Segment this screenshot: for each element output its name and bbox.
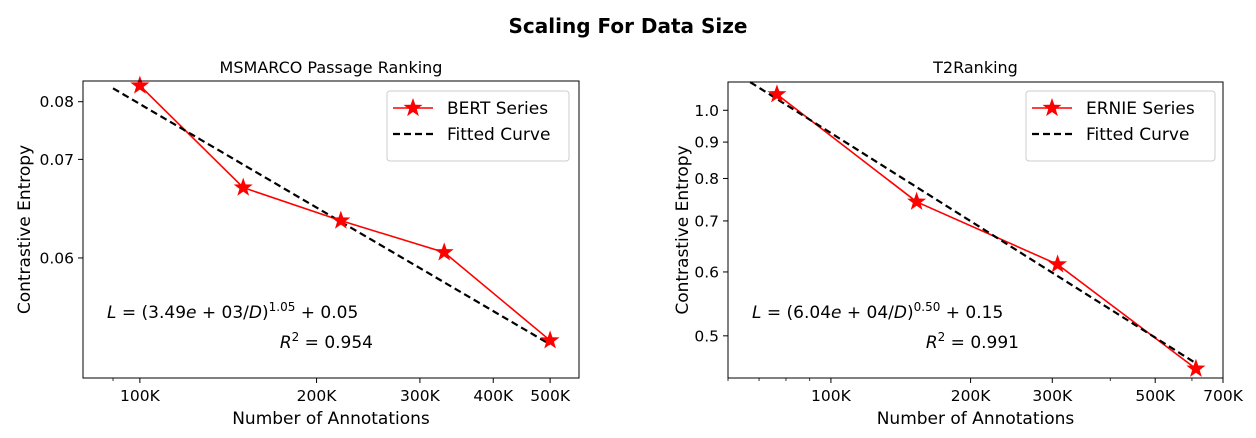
x-tick-label: 300K [400, 387, 441, 405]
data-point-star [331, 210, 351, 229]
x-tick-label: 500K [1135, 387, 1176, 405]
formula-part: = (6.04 [761, 303, 831, 323]
plot-area [749, 81, 1206, 377]
x-tick-label: 100K [120, 387, 161, 405]
fitted-curve-line [112, 87, 551, 346]
data-point-star [1048, 254, 1068, 273]
data-point-star [130, 75, 150, 94]
x-axis-label: Number of Annotations [232, 409, 430, 429]
y-axis-label: Contrastive Entropy [673, 145, 693, 314]
plot-area [112, 75, 560, 349]
r2-R: R [926, 333, 938, 353]
formula-part: + 04/ [842, 303, 895, 323]
x-tick-label: 100K [811, 387, 852, 405]
series-line [776, 93, 1197, 370]
legend-label-series: ERNIE Series [1086, 99, 1195, 119]
y-tick-label: 0.7 [694, 212, 719, 230]
formula-D: D [894, 303, 907, 323]
data-point-star [1186, 358, 1206, 377]
y-tick-label: 0.9 [694, 134, 719, 152]
formula-part: ) [262, 303, 269, 323]
y-tick-label: 0.8 [694, 170, 719, 188]
r2-R: R [280, 333, 292, 353]
legend-box [1025, 90, 1216, 162]
formula-exponent: 0.50 [914, 300, 941, 314]
legend-label-series: BERT Series [447, 99, 548, 119]
r-squared: R2 = 0.954 [280, 330, 373, 353]
legend: BERT Series Fitted Curve [386, 90, 570, 162]
y-tick-label: 0.06 [39, 249, 74, 267]
r-squared: R2 = 0.991 [926, 330, 1019, 353]
r2-sup: 2 [292, 330, 300, 344]
formula-e: e [186, 303, 196, 323]
x-tick-label: 400K [473, 387, 514, 405]
panel-msmarco: MSMARCO Passage Ranking 100K 200K 300K 400K… [15, 58, 580, 429]
y-tick-label: 1.0 [694, 102, 719, 120]
legend-label-fit: Fitted Curve [1086, 125, 1189, 145]
x-tick-label: 200K [951, 387, 992, 405]
x-axis-ticks: 100K 200K 300K 400K 500K [112, 378, 571, 405]
x-tick-label: 500K [530, 387, 571, 405]
data-point-star [540, 330, 560, 349]
y-axis-label: Contrastive Entropy [15, 145, 35, 314]
y-tick-label: 0.6 [694, 263, 719, 281]
legend-star-marker-icon [1042, 98, 1062, 117]
fit-formula: L = (6.04e + 04/D)0.50 + 0.15 [752, 300, 1003, 323]
y-axis-ticks: 1.0 0.9 0.8 0.7 0.6 0.5 [694, 102, 728, 345]
formula-L: L [107, 303, 116, 323]
x-tick-label: 700K [1203, 387, 1244, 405]
r2-value: = 0.991 [945, 333, 1019, 353]
formula-part: + 0.15 [940, 303, 1003, 323]
fit-formula: L = (3.49e + 03/D)1.05 + 0.05 [107, 300, 358, 323]
y-axis-ticks: 0.08 0.07 0.06 [39, 93, 83, 267]
axes-frame [727, 81, 1224, 379]
y-tick-label: 0.08 [39, 93, 74, 111]
panel-t2ranking: T2Ranking 100K 200K 300K 500K 700K 1.0 0.9 0.8… [673, 58, 1244, 429]
legend: ERNIE Series Fitted Curve [1025, 90, 1216, 162]
data-point-star [233, 177, 253, 196]
r2-value: = 0.954 [299, 333, 373, 353]
formula-exponent: 1.05 [269, 300, 296, 314]
axes-frame [82, 80, 580, 379]
data-point-star [767, 84, 787, 103]
panel-title: MSMARCO Passage Ranking [220, 58, 443, 77]
y-tick-label: 0.07 [39, 151, 74, 169]
x-axis-ticks: 100K 200K 300K 500K 700K [727, 378, 1244, 405]
y-tick-label: 0.5 [694, 327, 719, 345]
data-point-star [907, 191, 927, 210]
x-tick-label: 200K [297, 387, 338, 405]
data-point-star [434, 242, 454, 261]
figure-title: Scaling For Data Size [509, 14, 748, 38]
x-axis-label: Number of Annotations [877, 409, 1075, 429]
legend-star-marker-icon [403, 98, 423, 117]
formula-part: + 03/ [197, 303, 250, 323]
panel-title: T2Ranking [932, 58, 1018, 77]
formula-part: ) [907, 303, 914, 323]
formula-D: D [249, 303, 262, 323]
legend-label-fit: Fitted Curve [447, 125, 550, 145]
r2-sup: 2 [938, 330, 946, 344]
x-tick-label: 300K [1032, 387, 1073, 405]
formula-part: + 0.05 [295, 303, 358, 323]
formula-L: L [752, 303, 761, 323]
formula-e: e [831, 303, 841, 323]
formula-part: = (3.49 [116, 303, 186, 323]
